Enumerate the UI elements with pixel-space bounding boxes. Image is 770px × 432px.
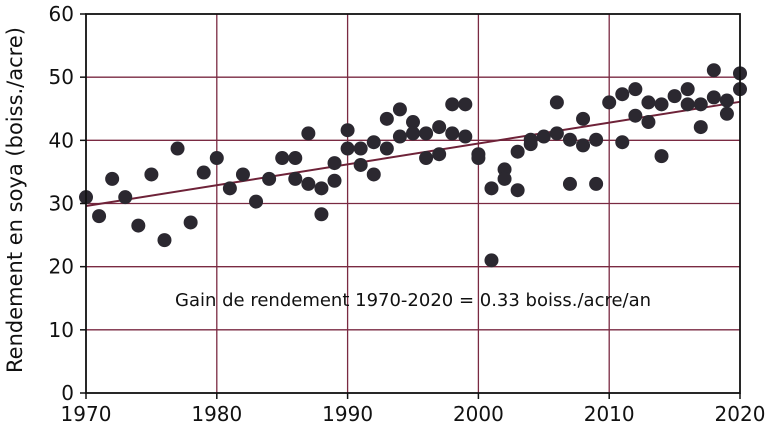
data-point — [366, 167, 381, 182]
data-point — [445, 126, 460, 141]
data-point — [680, 97, 695, 112]
data-point — [523, 132, 538, 147]
data-point — [406, 115, 420, 130]
data-point — [549, 126, 564, 141]
data-point — [589, 176, 604, 191]
data-point — [667, 89, 682, 104]
data-points — [79, 63, 747, 268]
data-point — [131, 218, 146, 233]
data-point — [615, 87, 630, 102]
y-tick-label: 0 — [61, 381, 74, 405]
data-point — [92, 209, 107, 224]
data-point — [458, 97, 473, 112]
data-point — [327, 173, 342, 188]
data-point — [641, 95, 656, 110]
data-point — [366, 135, 381, 150]
data-point — [562, 132, 577, 147]
data-point — [719, 93, 734, 108]
data-point — [288, 151, 303, 166]
data-point — [353, 157, 368, 172]
data-point — [458, 129, 473, 144]
y-tick-label: 50 — [49, 65, 74, 89]
data-point — [183, 215, 198, 230]
data-point — [693, 120, 708, 135]
x-tick-label: 2010 — [584, 402, 635, 426]
data-point — [170, 141, 185, 156]
data-point — [497, 171, 512, 186]
data-point — [484, 181, 499, 196]
data-point — [314, 181, 329, 196]
data-point — [628, 82, 643, 97]
grid-lines — [86, 14, 740, 393]
data-point — [641, 115, 656, 130]
x-tick-label: 2000 — [453, 402, 504, 426]
data-point — [706, 90, 721, 105]
data-point — [510, 144, 525, 159]
x-tick-label: 1980 — [191, 402, 242, 426]
data-point — [484, 253, 499, 268]
data-point — [105, 171, 120, 186]
data-point — [275, 151, 290, 166]
data-point — [654, 97, 669, 112]
y-tick-labels: 0 10 20 30 40 50 60 — [49, 2, 86, 405]
data-point — [288, 171, 303, 186]
y-tick-label: 10 — [49, 318, 74, 342]
data-point — [576, 111, 591, 126]
y-tick-label: 30 — [49, 192, 74, 216]
data-point — [432, 147, 447, 162]
data-point — [157, 233, 172, 248]
data-point — [301, 176, 316, 191]
data-point — [353, 141, 368, 156]
data-point — [340, 141, 355, 156]
y-tick-label: 60 — [49, 2, 74, 26]
y-tick-label: 20 — [49, 255, 74, 279]
data-point — [235, 167, 250, 182]
x-tick-label: 1990 — [322, 402, 373, 426]
data-point — [222, 181, 237, 196]
data-point — [419, 151, 434, 166]
data-point — [562, 176, 577, 191]
data-point — [327, 156, 342, 171]
data-point — [379, 141, 394, 156]
data-point — [693, 97, 708, 112]
data-point — [510, 183, 525, 198]
data-point — [406, 126, 420, 141]
data-point — [196, 165, 211, 180]
x-tick-label: 1970 — [61, 402, 112, 426]
data-point — [680, 82, 695, 97]
data-point — [628, 108, 643, 123]
y-tick-label: 40 — [49, 128, 74, 152]
data-point — [615, 135, 630, 150]
y-axis-title: Rendement en soya (boiss./acre) — [3, 27, 27, 373]
data-point — [392, 102, 407, 117]
data-point — [589, 132, 604, 147]
data-point — [249, 194, 264, 209]
data-point — [118, 190, 133, 205]
yield-gain-annotation: Gain de rendement 1970-2020 = 0.33 boiss… — [175, 290, 651, 311]
data-point — [314, 207, 329, 222]
data-point — [144, 167, 159, 182]
x-tick-labels: 1970 1980 1990 2000 2010 2020 — [61, 393, 766, 426]
data-point — [432, 120, 447, 135]
data-point — [340, 123, 355, 138]
data-point — [392, 129, 407, 144]
data-point — [445, 97, 460, 112]
x-tick-label: 2020 — [715, 402, 766, 426]
data-point — [419, 126, 434, 141]
data-point — [379, 111, 394, 126]
data-point — [719, 106, 734, 121]
data-point — [602, 95, 617, 110]
data-point — [576, 138, 591, 153]
data-point — [536, 129, 551, 144]
data-point — [706, 63, 721, 78]
data-point — [471, 151, 486, 166]
data-point — [301, 126, 316, 141]
data-point — [654, 149, 669, 164]
data-point — [209, 151, 224, 166]
data-point — [262, 171, 277, 186]
data-point — [549, 95, 564, 110]
